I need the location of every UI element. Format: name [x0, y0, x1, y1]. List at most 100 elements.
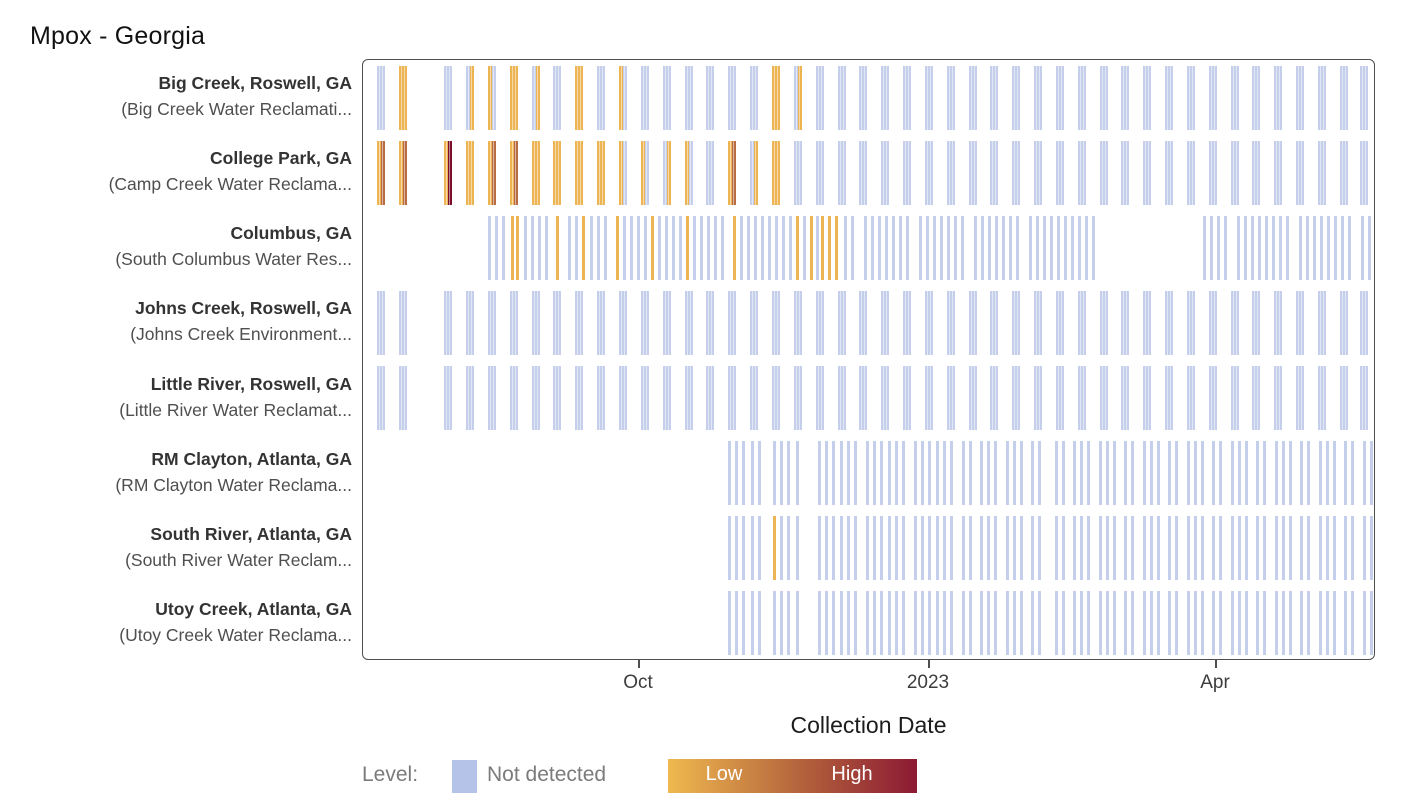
sample-bar — [750, 366, 758, 430]
sample-bar — [794, 140, 802, 205]
sample-bar — [1282, 591, 1286, 656]
sample-bar — [1034, 290, 1042, 355]
sample-bar — [1313, 215, 1317, 280]
sample-bar — [663, 366, 671, 430]
sample-bar — [1318, 140, 1326, 205]
sample-bar — [658, 215, 662, 280]
sample-bar — [943, 591, 947, 656]
sample-bar — [553, 65, 561, 130]
sample-bar — [597, 215, 601, 280]
sample-bar — [1318, 290, 1326, 355]
sample-bar — [825, 516, 829, 581]
sample-bar — [903, 290, 911, 355]
sample-bar — [838, 290, 846, 355]
sample-bar — [685, 65, 693, 130]
site-row — [363, 361, 1374, 436]
sample-bar — [1231, 140, 1239, 205]
sample-bar — [1056, 140, 1064, 205]
sample-bar — [1245, 516, 1249, 581]
sample-bar — [630, 215, 634, 280]
sample-bar — [1012, 65, 1020, 130]
sample-bar — [1124, 441, 1128, 506]
sample-bar — [974, 215, 978, 280]
sample-bar — [780, 591, 784, 656]
sample-bar — [1078, 215, 1082, 280]
sample-bar — [895, 441, 899, 506]
sample-bar — [728, 366, 736, 430]
sample-bar — [510, 65, 518, 130]
sample-bar — [1319, 591, 1323, 656]
sample-bar — [873, 441, 877, 506]
sample-bar — [914, 516, 918, 581]
sample-bar — [1231, 516, 1235, 581]
sample-bar — [888, 516, 892, 581]
sample-bar — [1157, 441, 1161, 506]
sample-bar — [1231, 65, 1239, 130]
sample-bar — [1165, 65, 1173, 130]
sample-bar — [502, 215, 506, 280]
sample-bar — [1333, 516, 1337, 581]
sample-bar — [706, 65, 714, 130]
sample-bar — [511, 215, 515, 280]
sample-bar — [881, 65, 889, 130]
sample-bar — [1036, 215, 1040, 280]
sample-bar — [1165, 366, 1173, 430]
sample-bar — [873, 591, 877, 656]
sample-bar — [444, 65, 452, 130]
sample-bar — [1351, 516, 1355, 581]
sample-bar — [693, 215, 697, 280]
site-row — [363, 210, 1374, 285]
sample-bar — [1252, 366, 1260, 430]
site-facility: (Big Creek Water Reclamati... — [121, 99, 352, 119]
sample-bar — [1092, 215, 1096, 280]
sample-bar — [1231, 591, 1235, 656]
sample-bar — [969, 290, 977, 355]
sample-bar — [1121, 366, 1129, 430]
sample-bar — [1150, 516, 1154, 581]
sample-bar — [888, 441, 892, 506]
sample-bar — [969, 65, 977, 130]
sample-bar — [556, 215, 560, 280]
sample-bar — [1100, 366, 1108, 430]
sample-bar — [1334, 215, 1338, 280]
sample-bar — [663, 65, 671, 130]
sample-bar — [1080, 591, 1084, 656]
plot-panel — [362, 59, 1375, 660]
sample-bar — [1078, 65, 1086, 130]
sample-bar — [651, 215, 655, 280]
sample-bar — [1272, 215, 1276, 280]
sample-bar — [1252, 140, 1260, 205]
axis-tick — [1215, 659, 1217, 668]
sample-bar — [1307, 591, 1311, 656]
sample-bar — [962, 591, 966, 656]
sample-bar — [1031, 516, 1035, 581]
sample-bar — [532, 366, 540, 430]
sample-bar — [772, 366, 780, 430]
sample-bar — [1194, 591, 1198, 656]
sample-bar — [700, 215, 704, 280]
sample-bar — [545, 215, 549, 280]
sample-bar — [1370, 516, 1374, 581]
sample-bar — [619, 140, 627, 205]
sample-bar — [987, 516, 991, 581]
sample-bar — [538, 215, 542, 280]
axis-tick-label: Apr — [1200, 672, 1230, 693]
sample-bar — [768, 215, 772, 280]
sample-bar — [866, 591, 870, 656]
site-facility: (Johns Creek Environment... — [130, 324, 352, 345]
sample-bar — [796, 441, 800, 506]
site-name: South River, Atlanta, GA — [150, 523, 352, 544]
sample-bar — [950, 591, 954, 656]
sample-bar — [1150, 591, 1154, 656]
sample-bar — [568, 215, 572, 280]
sample-bar — [1143, 140, 1151, 205]
sample-bar — [1307, 441, 1311, 506]
sample-bar — [641, 366, 649, 430]
sample-bar — [1217, 215, 1221, 280]
sample-bar — [980, 441, 984, 506]
sample-bar — [816, 215, 820, 280]
sample-bar — [524, 215, 528, 280]
site-label: Little River, Roswell, GA (Little River W… — [0, 371, 352, 423]
sample-bar — [1209, 366, 1217, 430]
sample-bar — [825, 591, 829, 656]
